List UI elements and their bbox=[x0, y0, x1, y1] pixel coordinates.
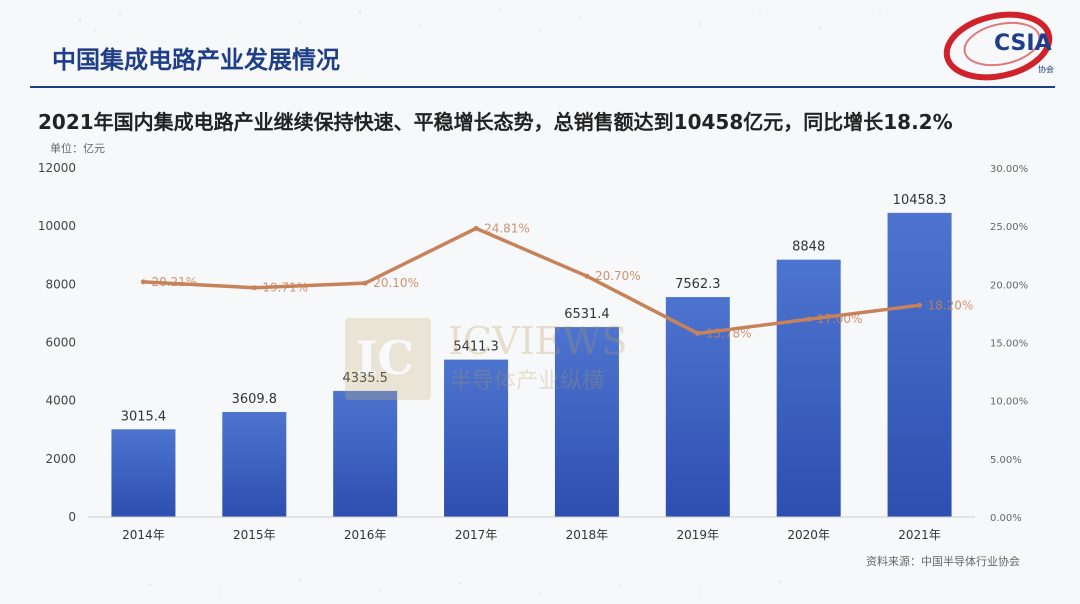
growth-rate-label: 18.20% bbox=[928, 298, 974, 312]
growth-rate-point bbox=[695, 330, 701, 336]
x-tick-label: 2016年 bbox=[344, 528, 387, 542]
y-tick-label: 8000 bbox=[45, 277, 76, 291]
y-tick-label: 4000 bbox=[45, 394, 76, 408]
bar-value-label: 3609.8 bbox=[232, 392, 278, 407]
growth-rate-line bbox=[143, 226, 920, 336]
growth-rate-point bbox=[917, 302, 923, 308]
watermark-text: ICVIEWS bbox=[448, 319, 627, 363]
bar-value-label: 6531.4 bbox=[564, 307, 610, 322]
watermark-subtext: 半导体产业纵横 bbox=[450, 369, 604, 394]
growth-rate-point bbox=[473, 225, 479, 231]
growth-rate-point bbox=[362, 280, 368, 286]
y-tick-label: 2000 bbox=[45, 452, 76, 466]
bar bbox=[111, 429, 176, 517]
y2-tick-label: 5.00% bbox=[990, 455, 1022, 466]
growth-rate-label: 19.71% bbox=[262, 281, 308, 295]
y-tick-label: 6000 bbox=[45, 336, 76, 350]
x-tick-label: 2019年 bbox=[677, 528, 720, 542]
growth-rate-label: 20.10% bbox=[373, 276, 419, 290]
bar bbox=[333, 390, 398, 517]
x-tick-label: 2021年 bbox=[898, 528, 941, 542]
x-tick-label: 2015年 bbox=[233, 528, 276, 542]
x-tick-label: 2020年 bbox=[787, 528, 830, 542]
y-tick-label: 0 bbox=[68, 510, 76, 524]
page-title: 中国集成电路产业发展情况 bbox=[52, 46, 340, 74]
growth-rate-point bbox=[584, 273, 590, 279]
bar bbox=[444, 359, 509, 517]
unit-label: 单位：亿元 bbox=[50, 142, 105, 155]
growth-rate-point bbox=[251, 285, 257, 291]
bar-value-label: 3015.4 bbox=[121, 409, 167, 424]
bar-value-label: 10458.3 bbox=[893, 193, 947, 208]
chart-subtitle: 2021年国内集成电路产业继续保持快速、平稳增长态势，总销售额达到10458亿元… bbox=[38, 110, 953, 134]
growth-rate-point bbox=[806, 316, 812, 322]
growth-rate-label: 17.00% bbox=[817, 312, 863, 326]
y2-tick-label: 0.00% bbox=[990, 513, 1022, 524]
data-source: 资料来源：中国半导体行业协会 bbox=[866, 555, 1020, 568]
x-tick-label: 2017年 bbox=[455, 528, 498, 542]
growth-rate-label: 20.70% bbox=[595, 269, 641, 283]
growth-rate-point bbox=[140, 279, 146, 285]
bar-value-label: 7562.3 bbox=[675, 277, 721, 292]
csia-logo: CSIA 协会 bbox=[943, 11, 1054, 81]
title-divider bbox=[30, 86, 1055, 88]
y2-tick-label: 15.00% bbox=[990, 339, 1028, 350]
bar bbox=[776, 259, 841, 517]
bar bbox=[222, 412, 287, 517]
growth-rate-label: 20.21% bbox=[151, 275, 197, 289]
bar-value-label: 4335.5 bbox=[342, 371, 388, 386]
watermark: IC ICVIEWS 半导体产业纵横 bbox=[345, 318, 627, 400]
y2-tick-label: 20.00% bbox=[990, 280, 1028, 291]
bar-value-label: 5411.3 bbox=[453, 340, 499, 355]
logo-text: CSIA bbox=[994, 31, 1052, 56]
y2-tick-label: 10.00% bbox=[990, 397, 1028, 408]
y2-tick-label: 30.00% bbox=[990, 164, 1028, 175]
x-tick-label: 2014年 bbox=[122, 528, 165, 542]
x-tick-label: 2018年 bbox=[566, 528, 609, 542]
y-tick-label: 12000 bbox=[38, 161, 76, 175]
bar-value-label: 8848 bbox=[792, 240, 825, 255]
logo-subtext: 协会 bbox=[1038, 64, 1054, 74]
y2-tick-label: 25.00% bbox=[990, 222, 1028, 233]
bar bbox=[887, 212, 952, 517]
growth-rate-label: 24.81% bbox=[484, 221, 530, 235]
bar bbox=[554, 327, 619, 517]
growth-rate-label: 15.78% bbox=[706, 326, 752, 340]
watermark-mark: IC bbox=[356, 331, 414, 385]
y-tick-label: 10000 bbox=[38, 219, 76, 233]
